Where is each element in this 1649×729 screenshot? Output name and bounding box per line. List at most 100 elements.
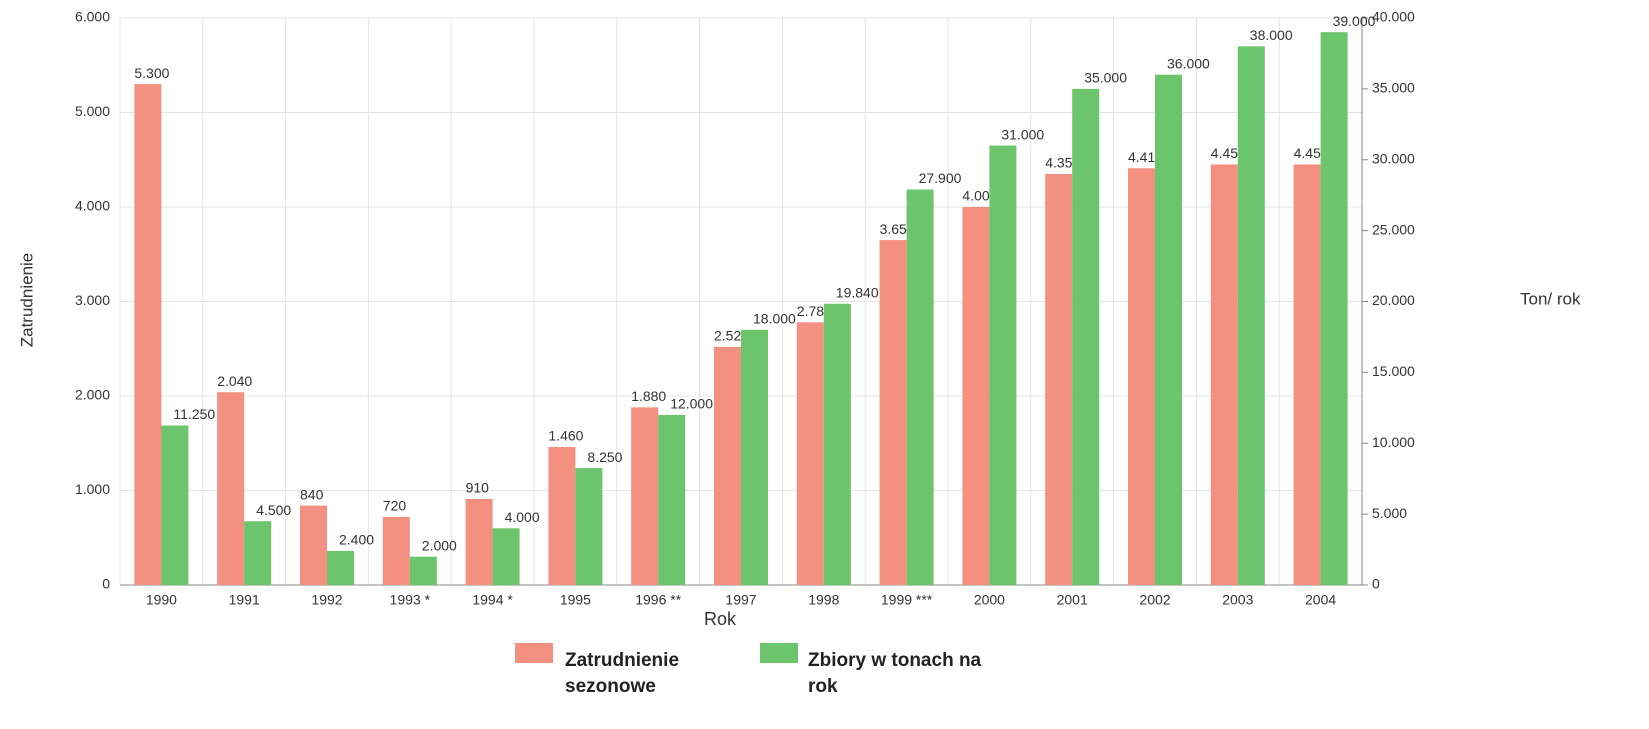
x-tick-label: 1997 bbox=[725, 592, 756, 608]
x-tick-label: 2003 bbox=[1222, 592, 1253, 608]
value-label: 3.650 bbox=[880, 221, 915, 237]
bar bbox=[134, 84, 162, 586]
value-label: 18.000 bbox=[753, 311, 796, 327]
bar bbox=[714, 346, 741, 585]
value-label: 720 bbox=[383, 498, 407, 514]
legend-swatch bbox=[515, 643, 553, 663]
x-axis-label: Rok bbox=[704, 609, 737, 629]
x-tick-label: 1996 ** bbox=[635, 592, 681, 608]
x-tick-label: 1993 * bbox=[390, 592, 431, 608]
x-tick-label: 1995 bbox=[560, 592, 591, 608]
y2-tick-label: 15.000 bbox=[1372, 363, 1415, 379]
value-label: 2.400 bbox=[339, 532, 374, 548]
bar bbox=[575, 468, 603, 585]
bar bbox=[327, 550, 354, 585]
bar bbox=[244, 521, 272, 585]
x-tick-label: 1990 bbox=[146, 592, 177, 608]
y2-tick-label: 25.000 bbox=[1372, 221, 1415, 237]
value-label: 27.900 bbox=[919, 170, 962, 186]
x-tick-label: 1992 bbox=[311, 592, 342, 608]
bar bbox=[382, 516, 410, 585]
bar bbox=[1237, 46, 1265, 586]
y-tick-label: 5.000 bbox=[75, 103, 110, 119]
bar bbox=[161, 425, 189, 585]
bar bbox=[823, 303, 851, 585]
y-tick-label: 3.000 bbox=[75, 292, 110, 308]
bar bbox=[217, 392, 245, 585]
value-label: 12.000 bbox=[670, 396, 713, 412]
y2-tick-label: 30.000 bbox=[1372, 150, 1415, 166]
bar bbox=[658, 414, 686, 585]
bar bbox=[1320, 32, 1348, 586]
bar bbox=[1210, 164, 1238, 585]
value-label: 35.000 bbox=[1084, 70, 1127, 86]
y-tick-label: 0 bbox=[102, 576, 110, 592]
y-axis-label: Zatrudnienie bbox=[17, 253, 36, 348]
value-label: 4.450 bbox=[1294, 145, 1329, 161]
value-label: 4.000 bbox=[505, 509, 540, 525]
bar bbox=[465, 499, 493, 585]
value-label: 39.000 bbox=[1333, 13, 1376, 29]
value-label: 4.500 bbox=[256, 502, 291, 518]
bar bbox=[492, 528, 520, 585]
y2-tick-label: 35.000 bbox=[1372, 80, 1415, 96]
x-tick-label: 1991 bbox=[229, 592, 260, 608]
x-tick-label: 2002 bbox=[1139, 592, 1170, 608]
y-tick-label: 4.000 bbox=[75, 198, 110, 214]
y-tick-label: 6.000 bbox=[75, 9, 110, 25]
value-label: 8.250 bbox=[587, 449, 622, 465]
x-tick-label: 2000 bbox=[974, 592, 1005, 608]
bar bbox=[631, 407, 659, 585]
x-tick-label: 1994 * bbox=[472, 592, 513, 608]
y-tick-label: 1.000 bbox=[75, 481, 110, 497]
bar bbox=[1128, 168, 1155, 585]
x-tick-label: 1999 *** bbox=[881, 592, 933, 608]
value-label: 910 bbox=[466, 480, 490, 496]
x-tick-label: 2001 bbox=[1057, 592, 1088, 608]
bar bbox=[906, 189, 934, 585]
bar bbox=[409, 556, 437, 585]
y2-tick-label: 10.000 bbox=[1372, 434, 1415, 450]
y2-tick-label: 5.000 bbox=[1372, 505, 1407, 521]
bar bbox=[989, 145, 1017, 585]
value-label: 4.410 bbox=[1128, 149, 1163, 165]
x-tick-label: 2004 bbox=[1305, 592, 1336, 608]
y2-tick-label: 20.000 bbox=[1372, 292, 1415, 308]
bar bbox=[548, 447, 576, 585]
value-label: 1.880 bbox=[631, 388, 666, 404]
value-label: 5.300 bbox=[134, 65, 169, 81]
bar bbox=[300, 505, 327, 585]
bar bbox=[796, 322, 824, 585]
x-tick-label: 1998 bbox=[808, 592, 839, 608]
value-label: 2.780 bbox=[797, 303, 832, 319]
bar bbox=[1072, 88, 1100, 585]
legend-label: Zatrudnienie sezonowe bbox=[565, 650, 680, 697]
legend-swatch bbox=[760, 643, 798, 663]
bar bbox=[879, 240, 907, 585]
value-label: 2.000 bbox=[422, 537, 457, 553]
bar bbox=[1293, 164, 1321, 585]
value-label: 4.000 bbox=[962, 188, 997, 204]
value-label: 19.840 bbox=[836, 284, 879, 300]
bar bbox=[741, 329, 768, 585]
value-label: 2.040 bbox=[217, 373, 252, 389]
value-label: 4.350 bbox=[1045, 155, 1080, 171]
bar bbox=[1155, 74, 1182, 585]
bar bbox=[1045, 173, 1073, 586]
y2-axis-label: Ton/ rok bbox=[1520, 289, 1581, 308]
value-label: 2.520 bbox=[714, 328, 749, 344]
value-label: 1.460 bbox=[548, 428, 583, 444]
y2-tick-label: 0 bbox=[1372, 576, 1380, 592]
legend-label: Zbiory w tonach na rok bbox=[808, 650, 982, 697]
value-label: 38.000 bbox=[1250, 27, 1293, 43]
value-label: 4.450 bbox=[1211, 145, 1246, 161]
y2-tick-label: 40.000 bbox=[1372, 9, 1415, 25]
value-label: 11.250 bbox=[173, 406, 215, 422]
value-label: 36.000 bbox=[1167, 55, 1210, 71]
bar bbox=[962, 207, 990, 585]
value-label: 840 bbox=[300, 486, 324, 502]
y-tick-label: 2.000 bbox=[75, 387, 110, 403]
value-label: 31.000 bbox=[1001, 126, 1044, 142]
